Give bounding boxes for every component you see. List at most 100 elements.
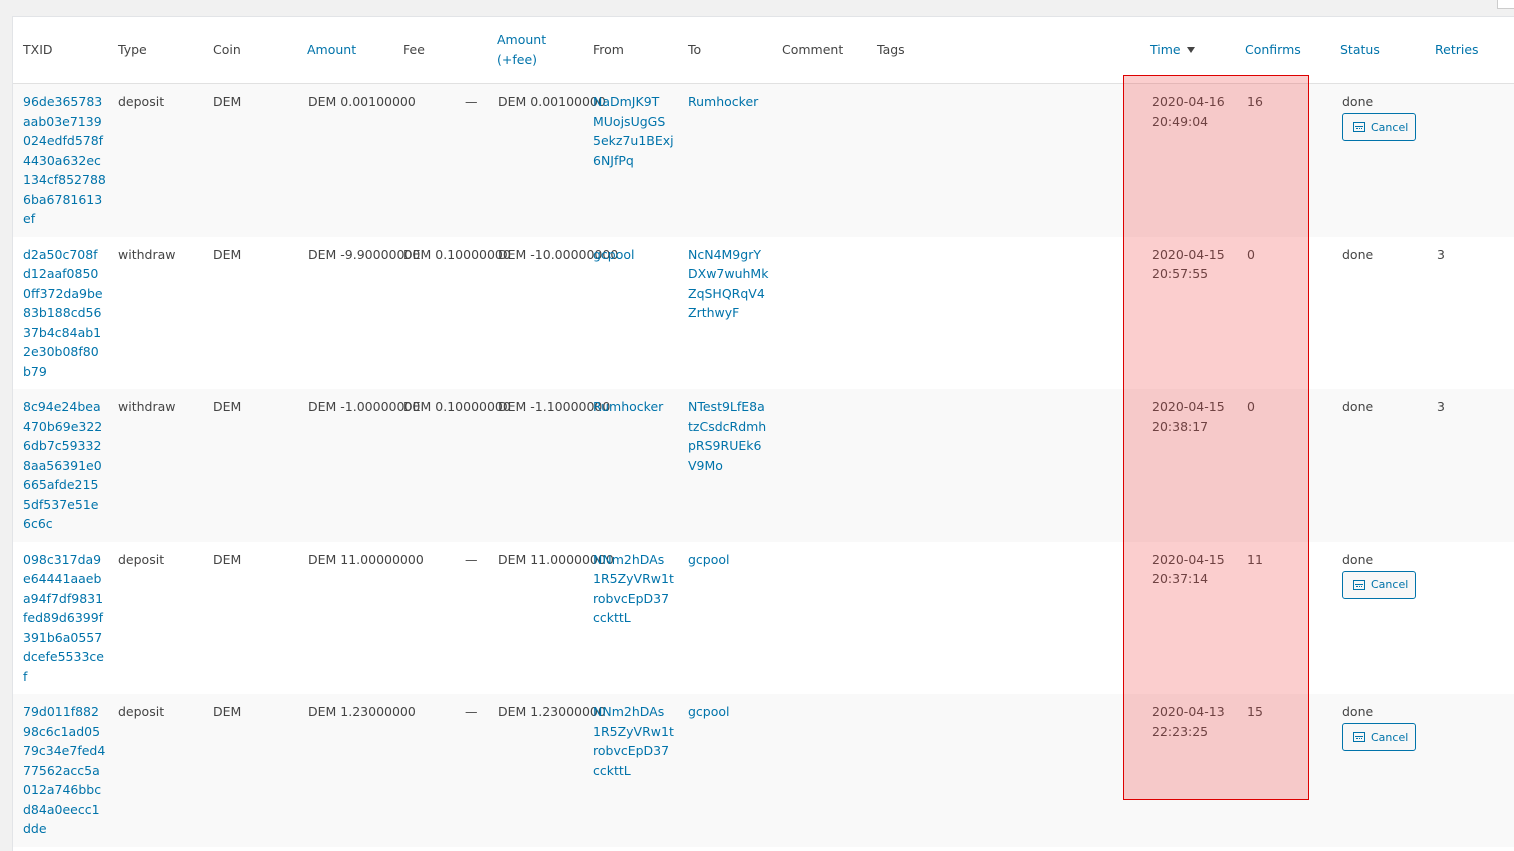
from-address-link[interactable]: NNm2hDAs 1R5ZyVRw1t robvcEpD37 cckttL <box>593 551 674 626</box>
column-header-status[interactable]: Status <box>1340 17 1380 83</box>
cancel-icon <box>1353 122 1365 132</box>
table-row: 8c94e24bea 470b69e322 6db7c59332 8aa5639… <box>13 389 1514 542</box>
txid-link[interactable]: 96de365783 aab03e7139 024edfd578f 4430a6… <box>23 94 106 226</box>
amount-cell: DEM 0.00100000 <box>308 94 416 109</box>
type-cell: withdraw <box>118 399 176 414</box>
confirms-cell: 11 <box>1247 551 1263 567</box>
confirms-cell: 16 <box>1247 94 1263 109</box>
table-row: 79d011f882 98c6c1ad05 79c34e7fed4 77562a… <box>13 694 1514 847</box>
status-cell: done <box>1342 704 1374 719</box>
amount-cell: DEM -1.00000000 <box>308 399 421 414</box>
from-address-link[interactable]: NNm2hDAs 1R5ZyVRw1t robvcEpD37 cckttL <box>593 704 674 778</box>
table-row: 96de365783 aab03e7139 024edfd578f 4430a6… <box>13 84 1514 237</box>
confirms-cell: 0 <box>1247 399 1255 414</box>
fee-cell: — <box>465 94 478 109</box>
amount-cell: DEM 1.23000000 <box>308 704 416 719</box>
column-label: Amount (+fee) <box>497 32 547 67</box>
column-header-tags: Tags <box>877 17 905 83</box>
time-cell: 2020-04-15 20:57:55 <box>1152 246 1225 282</box>
from-address-link[interactable]: Rumhocker <box>593 399 664 414</box>
from-address-link[interactable]: NaDmJK9T MUojsUgGS 5ekz7u1BExj 6NJfPq <box>593 94 674 168</box>
column-header-time[interactable]: Time <box>1150 17 1195 83</box>
confirms-cell: 15 <box>1247 704 1263 719</box>
cancel-button[interactable]: Cancel <box>1342 723 1416 751</box>
column-header-confirms[interactable]: Confirms <box>1245 17 1301 83</box>
coin-cell: DEM <box>213 399 242 414</box>
sort-desc-icon <box>1186 47 1195 53</box>
status-cell: done <box>1342 246 1374 262</box>
cancel-label: Cancel <box>1371 730 1409 744</box>
fee-cell: DEM 0.10000000 <box>403 246 511 262</box>
to-address-link[interactable]: NcN4M9grY DXw7wuhMk ZqSHQRqV4 ZrthwyF <box>688 246 769 321</box>
column-label: Tags <box>877 42 905 57</box>
amount-fee-cell: DEM -1.10000000 <box>498 399 611 414</box>
type-cell: deposit <box>118 704 165 719</box>
cancel-icon <box>1353 732 1365 742</box>
to-address-link[interactable]: gcpool <box>688 704 730 719</box>
top-right-edge <box>1497 0 1514 9</box>
time-cell: 2020-04-16 20:49:04 <box>1152 94 1225 129</box>
confirms-cell: 0 <box>1247 246 1255 262</box>
column-label: Type <box>118 42 147 57</box>
coin-cell: DEM <box>213 704 242 719</box>
type-cell: deposit <box>118 551 165 567</box>
column-label: Coin <box>213 42 241 57</box>
retries-cell: 3 <box>1437 246 1445 262</box>
column-label: Retries <box>1435 42 1479 57</box>
status-cell: done <box>1342 551 1374 567</box>
column-label: To <box>688 42 702 57</box>
to-address-link[interactable]: gcpool <box>688 551 730 567</box>
to-address-link[interactable]: Rumhocker <box>688 94 759 109</box>
column-header-amount[interactable]: Amount <box>307 17 356 83</box>
cancel-icon <box>1353 579 1365 590</box>
cancel-button[interactable]: Cancel <box>1342 113 1416 141</box>
amount-fee-cell: DEM 1.23000000 <box>498 704 606 719</box>
column-header-coin: Coin <box>213 17 241 83</box>
txid-link[interactable]: d2a50c708f d12aaf0850 0ff372da9be 83b188… <box>23 246 103 379</box>
amount-fee-cell: DEM -10.00000000 <box>498 246 619 262</box>
column-header-retries[interactable]: Retries <box>1435 17 1479 83</box>
column-label: From <box>593 42 624 57</box>
txid-link[interactable]: 79d011f882 98c6c1ad05 79c34e7fed4 77562a… <box>23 704 106 836</box>
column-label: Amount <box>307 42 357 57</box>
column-label: Time <box>1150 42 1181 57</box>
column-label: Confirms <box>1245 42 1301 57</box>
cancel-button[interactable]: Cancel <box>1342 570 1416 599</box>
amount-fee-cell: DEM 0.00100000 <box>498 94 606 109</box>
column-header-fee: Fee <box>403 17 425 83</box>
column-header-amount-fee[interactable]: Amount (+fee) <box>497 17 546 83</box>
coin-cell: DEM <box>213 246 242 262</box>
coin-cell: DEM <box>213 94 242 109</box>
column-header-txid: TXID <box>23 17 53 83</box>
amount-fee-cell: DEM 11.00000000 <box>498 551 614 567</box>
table-row: d2a50c708f d12aaf0850 0ff372da9be 83b188… <box>13 237 1514 390</box>
status-cell: done <box>1342 399 1374 414</box>
amount-cell: DEM -9.90000000 <box>308 246 421 262</box>
to-address-link[interactable]: NTest9LfE8a tzCsdcRdmh pRS9RUEk6 V9Mo <box>688 399 767 473</box>
fee-cell: DEM 0.10000000 <box>403 399 511 414</box>
from-address-link[interactable]: gcpool <box>593 246 635 262</box>
column-header-from: From <box>593 17 624 83</box>
cancel-label: Cancel <box>1371 120 1409 134</box>
txid-link[interactable]: 098c317da9 e64441aaeb a94f7df9831 fed89d… <box>23 551 104 684</box>
table-row: 098c317da9 e64441aaeb a94f7df9831 fed89d… <box>13 542 1514 695</box>
time-cell: 2020-04-15 20:38:17 <box>1152 399 1225 434</box>
table-header: TXID Type Coin Amount Fee Amount (+fee) … <box>13 17 1514 84</box>
cancel-label: Cancel <box>1371 578 1409 591</box>
column-header-to: To <box>688 17 701 83</box>
column-label: Comment <box>782 42 844 57</box>
txid-link[interactable]: 8c94e24bea 470b69e322 6db7c59332 8aa5639… <box>23 399 103 531</box>
time-cell: 2020-04-13 22:23:25 <box>1152 704 1225 739</box>
status-cell: done <box>1342 94 1374 109</box>
column-label: Fee <box>403 42 425 57</box>
coin-cell: DEM <box>213 551 242 567</box>
column-header-comment: Comment <box>782 17 843 83</box>
column-label: Status <box>1340 42 1380 57</box>
type-cell: deposit <box>118 94 165 109</box>
type-cell: withdraw <box>118 246 176 262</box>
fee-cell: — <box>465 551 478 567</box>
time-cell: 2020-04-15 20:37:14 <box>1152 551 1225 587</box>
retries-cell: 3 <box>1437 399 1445 414</box>
transactions-table: TXID Type Coin Amount Fee Amount (+fee) … <box>12 16 1514 851</box>
fee-cell: — <box>465 704 478 719</box>
